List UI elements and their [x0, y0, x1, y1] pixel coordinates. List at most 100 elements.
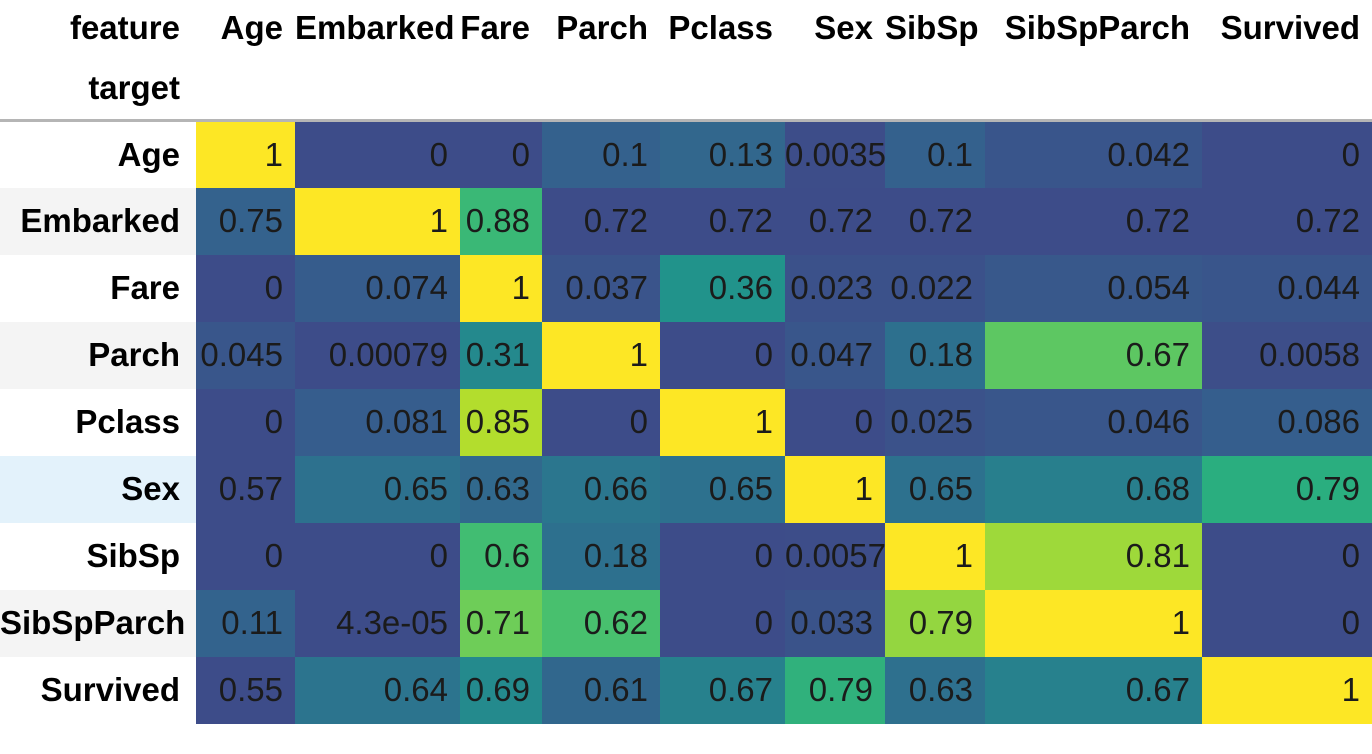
heatmap-cell-pclass-age: 0 [196, 388, 295, 456]
heatmap-cell-sibspparch-pclass: 0 [660, 589, 785, 657]
table-row-embarked: Embarked 0.75 1 0.88 0.72 0.72 0.72 0.72 0.72 0.7… [0, 187, 1372, 255]
heatmap-cell-parch-embarked: 0.00079 [295, 321, 460, 389]
heatmap-cell-embarked-parch: 0.72 [542, 187, 660, 255]
heatmap-cell-parch-survived: 0.0058 [1202, 321, 1372, 389]
heatmap-cell-survived-survived: 1 [1202, 656, 1372, 724]
row-label-sibspparch: SibSpParch [0, 589, 196, 657]
heatmap-cell-sibspparch-sex: 0.033 [785, 589, 885, 657]
heatmap-cell-fare-sibspparch: 0.054 [985, 254, 1202, 322]
row-label-sibsp: SibSp [0, 522, 196, 590]
table-row-parch: Parch 0.045 0.00079 0.31 1 0 0.047 0.18 0.67 0.00… [0, 321, 1372, 389]
heatmap-cell-age-sibspparch: 0.042 [985, 120, 1202, 188]
heatmap-cell-fare-sibsp: 0.022 [885, 254, 985, 322]
table-row-pclass: Pclass 0 0.081 0.85 0 1 0 0.025 0.046 0.086 [0, 388, 1372, 456]
row-label-pclass: Pclass [0, 388, 196, 456]
column-header-sex: Sex [785, 0, 885, 56]
heatmap-cell-parch-parch: 1 [542, 321, 660, 389]
heatmap-cell-embarked-pclass: 0.72 [660, 187, 785, 255]
heatmap-cell-parch-pclass: 0 [660, 321, 785, 389]
heatmap-cell-age-sibsp: 0.1 [885, 120, 985, 188]
heatmap-cell-parch-age: 0.045 [196, 321, 295, 389]
row-label-parch: Parch [0, 321, 196, 389]
header-spacer [985, 56, 1202, 122]
heatmap-cell-parch-fare: 0.31 [460, 321, 542, 389]
header-spacer [1202, 56, 1372, 122]
column-header-sibsp: SibSp [885, 0, 985, 56]
heatmap-cell-survived-parch: 0.61 [542, 656, 660, 724]
heatmap-cell-sibspparch-sibsp: 0.79 [885, 589, 985, 657]
heatmap-cell-pclass-survived: 0.086 [1202, 388, 1372, 456]
heatmap-cell-embarked-embarked: 1 [295, 187, 460, 255]
table-row-sibspparch: SibSpParch 0.11 4.3e-05 0.71 0.62 0 0.033 0.79 1… [0, 589, 1372, 657]
heatmap-cell-pclass-sibspparch: 0.046 [985, 388, 1202, 456]
heatmap-cell-sex-sex: 1 [785, 455, 885, 523]
heatmap-cell-sex-embarked: 0.65 [295, 455, 460, 523]
heatmap-cell-fare-sex: 0.023 [785, 254, 885, 322]
heatmap-cell-fare-fare: 1 [460, 254, 542, 322]
heatmap-cell-sibspparch-survived: 0 [1202, 589, 1372, 657]
heatmap-cell-survived-fare: 0.69 [460, 656, 542, 724]
heatmap-cell-pclass-parch: 0 [542, 388, 660, 456]
header-spacer [295, 56, 460, 122]
heatmap-cell-fare-embarked: 0.074 [295, 254, 460, 322]
column-header-embarked: Embarked [295, 0, 460, 56]
header-spacer [660, 56, 785, 122]
heatmap-cell-sibspparch-sibspparch: 1 [985, 589, 1202, 657]
row-label-embarked: Embarked [0, 187, 196, 255]
heatmap-cell-sibspparch-embarked: 4.3e-05 [295, 589, 460, 657]
heatmap-cell-pclass-pclass: 1 [660, 388, 785, 456]
heatmap-cell-sibsp-embarked: 0 [295, 522, 460, 590]
heatmap-cell-age-survived: 0 [1202, 120, 1372, 188]
column-header-age: Age [196, 0, 295, 56]
heatmap-cell-sex-parch: 0.66 [542, 455, 660, 523]
heatmap-cell-sibspparch-age: 0.11 [196, 589, 295, 657]
heatmap-cell-sex-age: 0.57 [196, 455, 295, 523]
header-spacer [542, 56, 660, 122]
row-label-survived: Survived [0, 656, 196, 724]
heatmap-cell-sibspparch-fare: 0.71 [460, 589, 542, 657]
row-label-age: Age [0, 120, 196, 188]
heatmap-cell-fare-pclass: 0.36 [660, 254, 785, 322]
column-header-pclass: Pclass [660, 0, 785, 56]
table-body: Age 1 0 0 0.1 0.13 0.0035 0.1 0.042 0 Embarked 0.75… [0, 120, 1372, 724]
heatmap-cell-sex-survived: 0.79 [1202, 455, 1372, 523]
header-spacer [885, 56, 985, 122]
heatmap-cell-embarked-survived: 0.72 [1202, 187, 1372, 255]
heatmap-cell-parch-sibspparch: 0.67 [985, 321, 1202, 389]
row-label-sex: Sex [0, 455, 196, 523]
heatmap-cell-survived-embarked: 0.64 [295, 656, 460, 724]
heatmap-cell-sibsp-pclass: 0 [660, 522, 785, 590]
index-label-row: target [0, 56, 1372, 122]
header-spacer [785, 56, 885, 122]
heatmap-cell-parch-sibsp: 0.18 [885, 321, 985, 389]
column-header-parch: Parch [542, 0, 660, 56]
row-label-fare: Fare [0, 254, 196, 322]
header-spacer [460, 56, 542, 122]
column-header-row: feature Age Embarked Fare Parch Pclass Sex Sib… [0, 0, 1372, 56]
heatmap-cell-pclass-sex: 0 [785, 388, 885, 456]
heatmap-cell-sibsp-sex: 0.0057 [785, 522, 885, 590]
heatmap-cell-fare-age: 0 [196, 254, 295, 322]
table-row-survived: Survived 0.55 0.64 0.69 0.61 0.67 0.79 0.63 0.67… [0, 656, 1372, 724]
corner-label: feature [0, 0, 196, 56]
heatmap-cell-sex-fare: 0.63 [460, 455, 542, 523]
heatmap-cell-sex-sibsp: 0.65 [885, 455, 985, 523]
index-label: target [0, 56, 196, 122]
correlation-heatmap-table: feature Age Embarked Fare Parch Pclass Sex Sib… [0, 0, 1372, 724]
heatmap-cell-parch-sex: 0.047 [785, 321, 885, 389]
heatmap-cell-survived-age: 0.55 [196, 656, 295, 724]
heatmap-cell-sibspparch-parch: 0.62 [542, 589, 660, 657]
heatmap-cell-survived-pclass: 0.67 [660, 656, 785, 724]
column-header-fare: Fare [460, 0, 542, 56]
heatmap-cell-age-fare: 0 [460, 120, 542, 188]
heatmap-cell-pclass-sibsp: 0.025 [885, 388, 985, 456]
heatmap-cell-pclass-fare: 0.85 [460, 388, 542, 456]
heatmap-cell-survived-sibsp: 0.63 [885, 656, 985, 724]
heatmap-cell-pclass-embarked: 0.081 [295, 388, 460, 456]
heatmap-cell-age-embarked: 0 [295, 120, 460, 188]
heatmap-cell-survived-sibspparch: 0.67 [985, 656, 1202, 724]
column-header-survived: Survived [1202, 0, 1372, 56]
heatmap-cell-sex-pclass: 0.65 [660, 455, 785, 523]
heatmap-cell-sibsp-parch: 0.18 [542, 522, 660, 590]
heatmap-cell-survived-sex: 0.79 [785, 656, 885, 724]
